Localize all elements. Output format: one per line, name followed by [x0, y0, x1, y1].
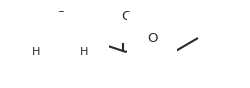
Text: O: O	[121, 10, 131, 23]
Text: H: H	[32, 47, 40, 57]
Text: N: N	[31, 32, 41, 45]
Text: N: N	[79, 32, 89, 45]
Text: S: S	[56, 10, 64, 23]
Text: H: H	[80, 47, 88, 57]
Text: O: O	[147, 32, 157, 45]
